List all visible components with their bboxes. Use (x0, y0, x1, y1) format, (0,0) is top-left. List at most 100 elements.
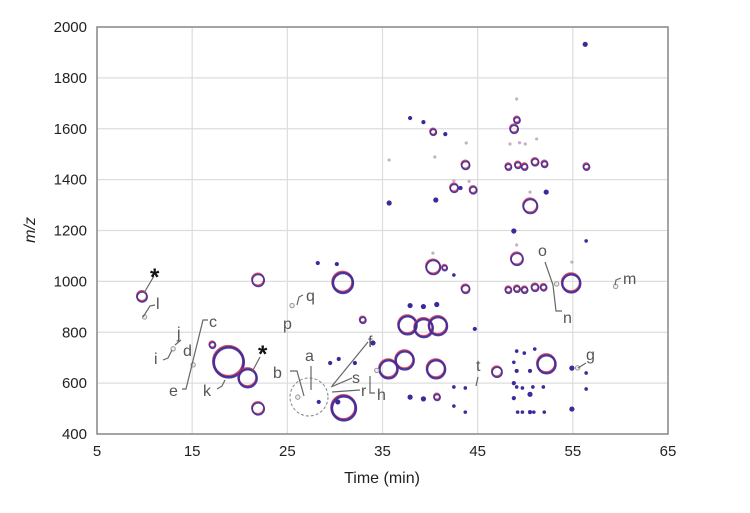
bubble-blue (425, 259, 442, 276)
bubble-blue (460, 160, 471, 171)
bubble-dot (458, 185, 463, 191)
bubble (425, 258, 442, 276)
label-a: a (305, 348, 314, 365)
bubble-blue (136, 291, 148, 303)
bubble-dot (515, 410, 520, 414)
annotation-point (295, 394, 301, 400)
bubble (520, 410, 525, 414)
bubble-blue (427, 316, 449, 337)
bubble (432, 392, 441, 402)
bubble (514, 368, 519, 374)
bubble-blue (251, 273, 266, 288)
label-n: n (563, 310, 572, 327)
bubble-blue (413, 318, 434, 339)
bubble (452, 404, 456, 408)
line-c-e (182, 319, 208, 390)
bubble (334, 261, 339, 267)
bubble-dot (463, 386, 468, 390)
y-tick-label: 1200 (54, 223, 87, 240)
bubble-dot (386, 200, 392, 206)
bubble-dot (463, 410, 468, 414)
bubble (542, 410, 547, 414)
bubble (386, 200, 392, 206)
bubble-dot (584, 387, 588, 391)
label-e: e (169, 383, 178, 400)
bubble-dot (527, 368, 533, 374)
x-tick-labels: 5 15 25 35 45 55 65 (93, 443, 677, 460)
bubble (520, 386, 525, 390)
bubble (237, 367, 258, 389)
bubble (135, 290, 148, 303)
faint-point (387, 158, 391, 162)
bubble (208, 340, 217, 350)
bubble (441, 263, 449, 272)
bubble-dot (316, 399, 321, 405)
label-r: r (361, 383, 367, 400)
bubble-dot (420, 396, 427, 402)
bubble-dot (541, 385, 546, 389)
bubble (434, 301, 440, 308)
line-m (614, 277, 622, 286)
plot-frame (96, 26, 669, 435)
bubble (472, 326, 477, 332)
label-t: t (476, 358, 481, 375)
bubble (433, 197, 439, 203)
bubble (530, 282, 540, 293)
y-tick-label: 1800 (54, 70, 87, 87)
bubble (520, 162, 529, 172)
bubble (511, 396, 516, 401)
bubble (584, 387, 588, 391)
bubble-dot (328, 360, 333, 366)
label-c: c (209, 314, 217, 331)
bubble (251, 272, 266, 288)
bubble-dot (514, 385, 519, 389)
label-h: h (377, 387, 386, 404)
bubble (358, 315, 367, 325)
bubble (513, 160, 522, 170)
bubble-dot (335, 399, 341, 405)
bubble-blue (397, 315, 418, 336)
bubble (514, 349, 519, 353)
bubble-dot (543, 189, 549, 195)
annotation-point (289, 302, 295, 309)
faint-point (452, 179, 456, 183)
line-h (369, 376, 375, 394)
bubble (532, 410, 536, 414)
bubble-blue (426, 359, 447, 380)
bubble (352, 360, 358, 366)
bubble (543, 189, 549, 195)
bubble (420, 396, 427, 402)
bubble (536, 353, 557, 375)
bubble (452, 385, 456, 389)
bubble (328, 360, 333, 366)
bubble (530, 156, 540, 167)
bubble-blue (212, 346, 246, 379)
bubble (463, 410, 468, 414)
faint-point (517, 141, 522, 145)
y-axis-label: m/z (22, 217, 39, 243)
bubble (394, 349, 415, 371)
label-q: q (306, 288, 315, 305)
bubble (569, 365, 575, 371)
bubble-dot (514, 368, 519, 374)
bubble-blue (536, 354, 557, 375)
bubble (490, 365, 503, 379)
bubble-blue (510, 252, 524, 267)
bubble-dot (527, 410, 533, 415)
bubble (514, 385, 519, 389)
bubble (316, 399, 321, 405)
label-star1: * (150, 264, 160, 291)
bubble (522, 351, 527, 355)
label-f: f (368, 334, 373, 351)
bubble (460, 159, 471, 171)
faint-point (528, 190, 532, 194)
bubble (504, 162, 513, 172)
bubble-blue (513, 285, 521, 294)
bubble (413, 317, 434, 339)
bubble (330, 393, 358, 422)
annotation-point (553, 281, 560, 287)
x-axis-label: Time (min) (344, 470, 420, 487)
annotation-points (141, 281, 619, 400)
line-o-n (544, 261, 562, 312)
